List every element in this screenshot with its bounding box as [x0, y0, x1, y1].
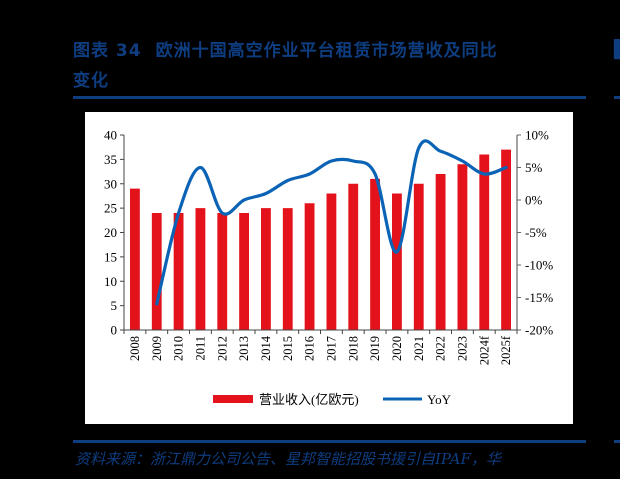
chart-panel: 0 5 10 15 20 25 30 35 40 -20% -15% -10% -5% 0% 5% 10% 20… [85, 112, 573, 424]
x-tick-label: 2015 [281, 336, 295, 361]
legend-swatch-revenue [213, 395, 253, 403]
bar-2022 [435, 174, 446, 330]
x-tick-label: 2023 [455, 336, 469, 361]
right-tick-label: 0% [525, 193, 543, 208]
x-tick-label: 2009 [150, 336, 164, 361]
left-tick-label: 30 [104, 176, 117, 191]
x-tick-label: 2020 [390, 336, 404, 361]
legend-label-revenue: 营业收入(亿欧元) [259, 392, 359, 407]
x-tick-label: 2016 [303, 336, 317, 361]
legend-label-yoy: YoY [427, 392, 452, 407]
bar-2010 [173, 213, 184, 330]
bar-2012 [217, 213, 228, 330]
left-tick-label: 25 [104, 201, 117, 216]
bar-2017 [326, 193, 337, 330]
source-divider [73, 440, 586, 443]
title-divider [73, 96, 586, 99]
x-tick-label: 2017 [324, 336, 338, 361]
x-tick-label: 2019 [368, 336, 382, 361]
left-tick-label: 20 [104, 225, 117, 240]
bar-2021 [413, 183, 424, 330]
left-tick-label: 10 [104, 274, 117, 289]
bar-2009 [151, 213, 162, 330]
right-tick-label: 10% [525, 128, 549, 143]
bar-2019 [370, 178, 380, 330]
figure-title: 图表 34 欧洲十国高空作业平台租赁市场营收及同比 变化 [73, 36, 583, 96]
x-tick-label: 2011 [193, 336, 207, 361]
source-note: 资料来源：浙江鼎力公司公告、星邦智能招股书援引自IPAF，华 [75, 450, 501, 468]
yoy-line [155, 139, 508, 306]
bar-2008 [130, 188, 140, 330]
bar-2018 [348, 183, 359, 330]
left-tick-label: 35 [104, 152, 117, 167]
x-tick-label: 2013 [237, 336, 251, 361]
bar-2020 [392, 193, 402, 330]
x-tick-label: 2021 [412, 336, 426, 361]
x-tick-label: 2022 [434, 336, 448, 361]
x-tick-label: 2024f [477, 335, 491, 365]
x-tick-label: 2025f [499, 335, 513, 365]
adjacent-divider-bottom [614, 440, 620, 443]
adjacent-divider [614, 96, 620, 99]
left-tick-label: 40 [104, 128, 117, 143]
figure-title-line1: 图表 34 欧洲十国高空作业平台租赁市场营收及同比 [73, 41, 498, 61]
figure-label: 图表 34 [73, 41, 142, 61]
bar-2016 [304, 203, 315, 330]
left-tick-label: 0 [111, 323, 118, 338]
x-tick-label: 2008 [128, 336, 142, 361]
x-tick-label: 2014 [259, 335, 273, 361]
x-tick-label: 2012 [215, 336, 229, 361]
x-tick-label: 2018 [346, 336, 360, 361]
left-tick-label: 15 [104, 249, 117, 264]
bar-2015 [282, 208, 293, 330]
bar-2013 [239, 213, 249, 330]
right-tick-label: -20% [525, 323, 553, 338]
figure-title-line2: 变化 [73, 71, 109, 91]
right-tick-label: -15% [525, 290, 553, 305]
left-tick-label: 5 [111, 298, 118, 313]
bar-2024f [479, 154, 490, 330]
right-tick-label: -5% [525, 225, 547, 240]
adjacent-figure-peek: ▌ [614, 40, 620, 60]
bar-2014 [261, 208, 271, 330]
right-tick-label: 5% [525, 160, 543, 175]
bar-2025f [501, 149, 511, 330]
bar-2011 [195, 208, 206, 330]
right-tick-label: -10% [525, 258, 553, 273]
bar-2023 [457, 164, 468, 330]
x-tick-label: 2010 [172, 336, 186, 361]
combo-chart: 0 5 10 15 20 25 30 35 40 -20% -15% -10% -5% 0% 5% 10% 20… [104, 128, 553, 408]
